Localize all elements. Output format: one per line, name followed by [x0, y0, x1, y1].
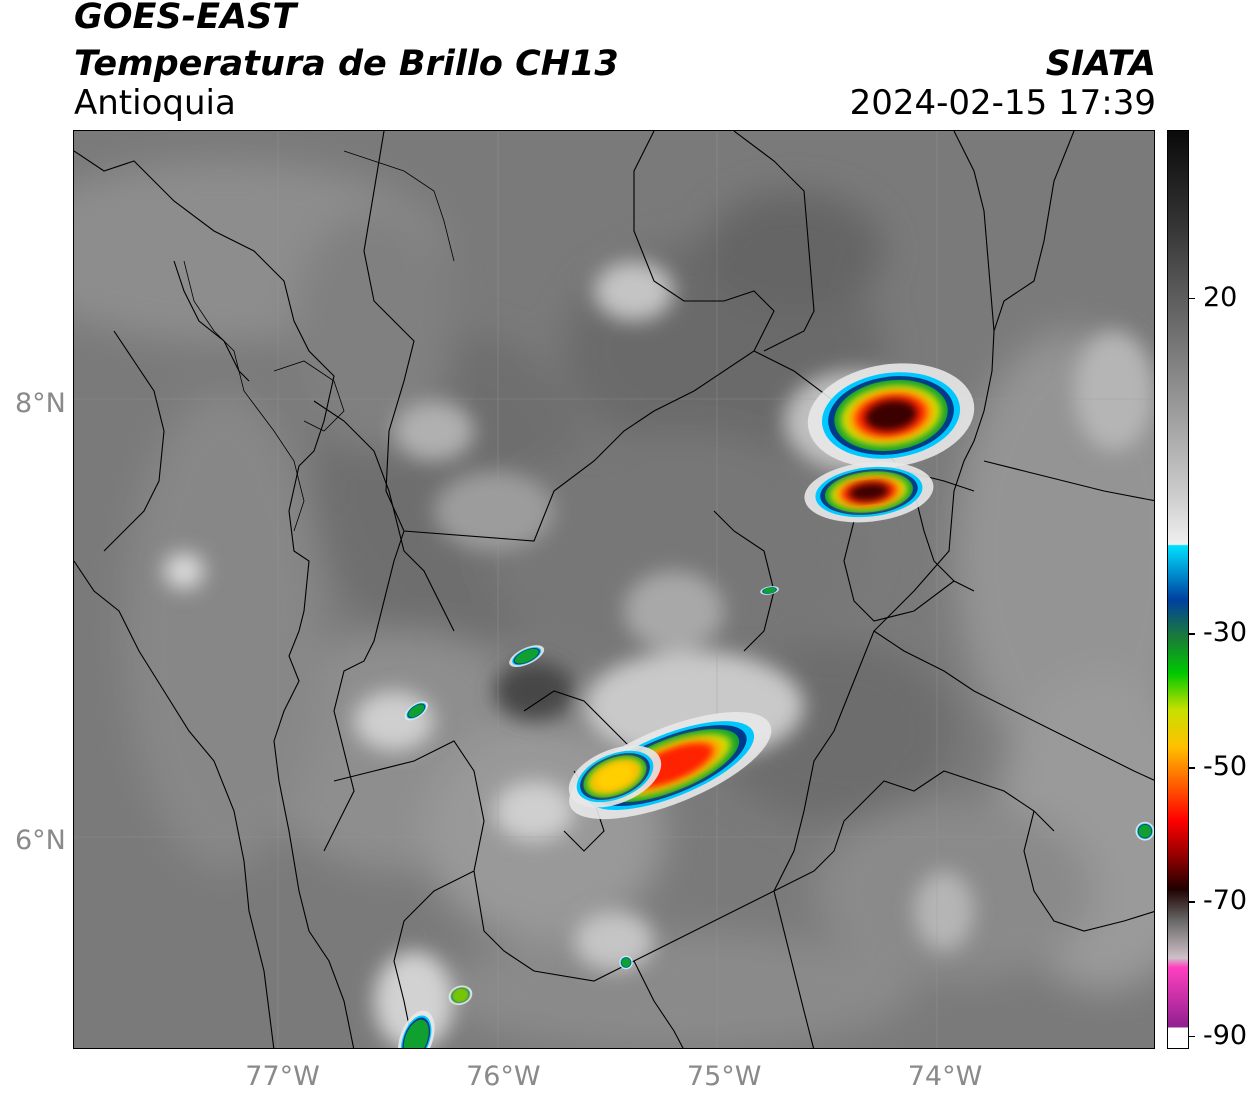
- title-satellite: GOES-EAST: [74, 0, 297, 37]
- colorbar-tick-mark: [1189, 767, 1195, 769]
- colorbar-tick-mark: [1189, 633, 1195, 635]
- colorbar-tick-mark: [1189, 1035, 1195, 1038]
- colorbar-tick-label: -30: [1203, 617, 1248, 649]
- storm-cell: [448, 985, 473, 1006]
- map-canvas: [74, 131, 1154, 1048]
- longitude-label: 75°W: [686, 1061, 762, 1092]
- cold-cloud-tops: [397, 363, 1154, 1048]
- satellite-map[interactable]: [73, 130, 1155, 1049]
- storm-cell: [404, 701, 428, 721]
- storm-cell: [760, 586, 779, 595]
- colorbar-tick-mark: [1189, 297, 1195, 300]
- title-product: Temperatura de Brillo CH13: [74, 44, 619, 84]
- datetime-label: 2024-02-15 17:39: [849, 83, 1156, 123]
- storm-cell: [804, 461, 934, 523]
- colorbar-tick-label: 20: [1203, 281, 1238, 313]
- storm-cell: [1135, 821, 1154, 841]
- coastline: [183, 150, 455, 532]
- latitude-label: 6°N: [15, 825, 66, 857]
- colorbar-tick-label: -70: [1203, 885, 1248, 917]
- colorbar-gradient: [1168, 131, 1188, 1048]
- storm-cell: [619, 955, 633, 970]
- cloud-texture-layer: [74, 161, 1154, 1048]
- latitude-label: 8°N: [15, 387, 66, 419]
- region-label: Antioquia: [74, 83, 236, 123]
- colorbar: [1167, 130, 1189, 1049]
- storm-cell: [568, 745, 662, 808]
- colorbar-tick-mark: [1189, 901, 1195, 903]
- organization-label: SIATA: [1045, 44, 1156, 84]
- colorbar-tick-label: -50: [1203, 751, 1248, 783]
- storm-cell: [807, 363, 975, 468]
- longitude-label: 77°W: [245, 1061, 320, 1092]
- longitude-label: 74°W: [907, 1061, 983, 1092]
- storm-cell: [509, 645, 545, 667]
- longitude-label: 76°W: [466, 1061, 541, 1092]
- storm-cell: [397, 1010, 435, 1048]
- colorbar-tick-label: -90: [1203, 1019, 1248, 1051]
- graticule: [74, 131, 1154, 1048]
